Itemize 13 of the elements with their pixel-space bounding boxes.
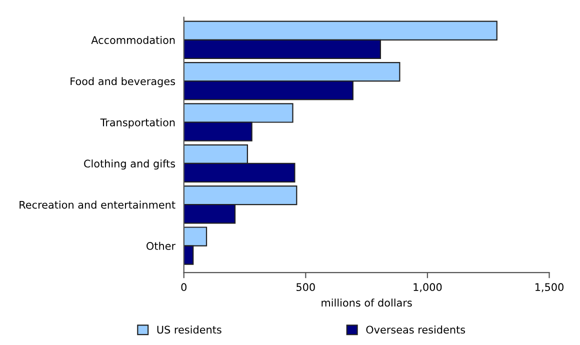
y-tick-label: Recreation and entertainment — [20, 200, 176, 209]
x-tick-label: 0 — [181, 283, 186, 292]
y-tick-label: Transportation — [100, 118, 175, 128]
y-tick-label: Food and beverages — [70, 77, 176, 88]
legend-label: Overseas residents — [366, 326, 466, 334]
y-tick-label: Other — [146, 242, 176, 250]
legend-label: US residents — [157, 326, 222, 334]
y-tick-label: Accommodation — [91, 36, 175, 44]
y-tick-label: Clothing and gifts — [84, 159, 176, 170]
x-tick-label: 1,000 — [414, 283, 442, 292]
x-tick-label: 1,500 — [535, 283, 564, 292]
x-axis-title: millions of dollars — [322, 298, 412, 307]
x-tick-label: 500 — [296, 283, 315, 292]
